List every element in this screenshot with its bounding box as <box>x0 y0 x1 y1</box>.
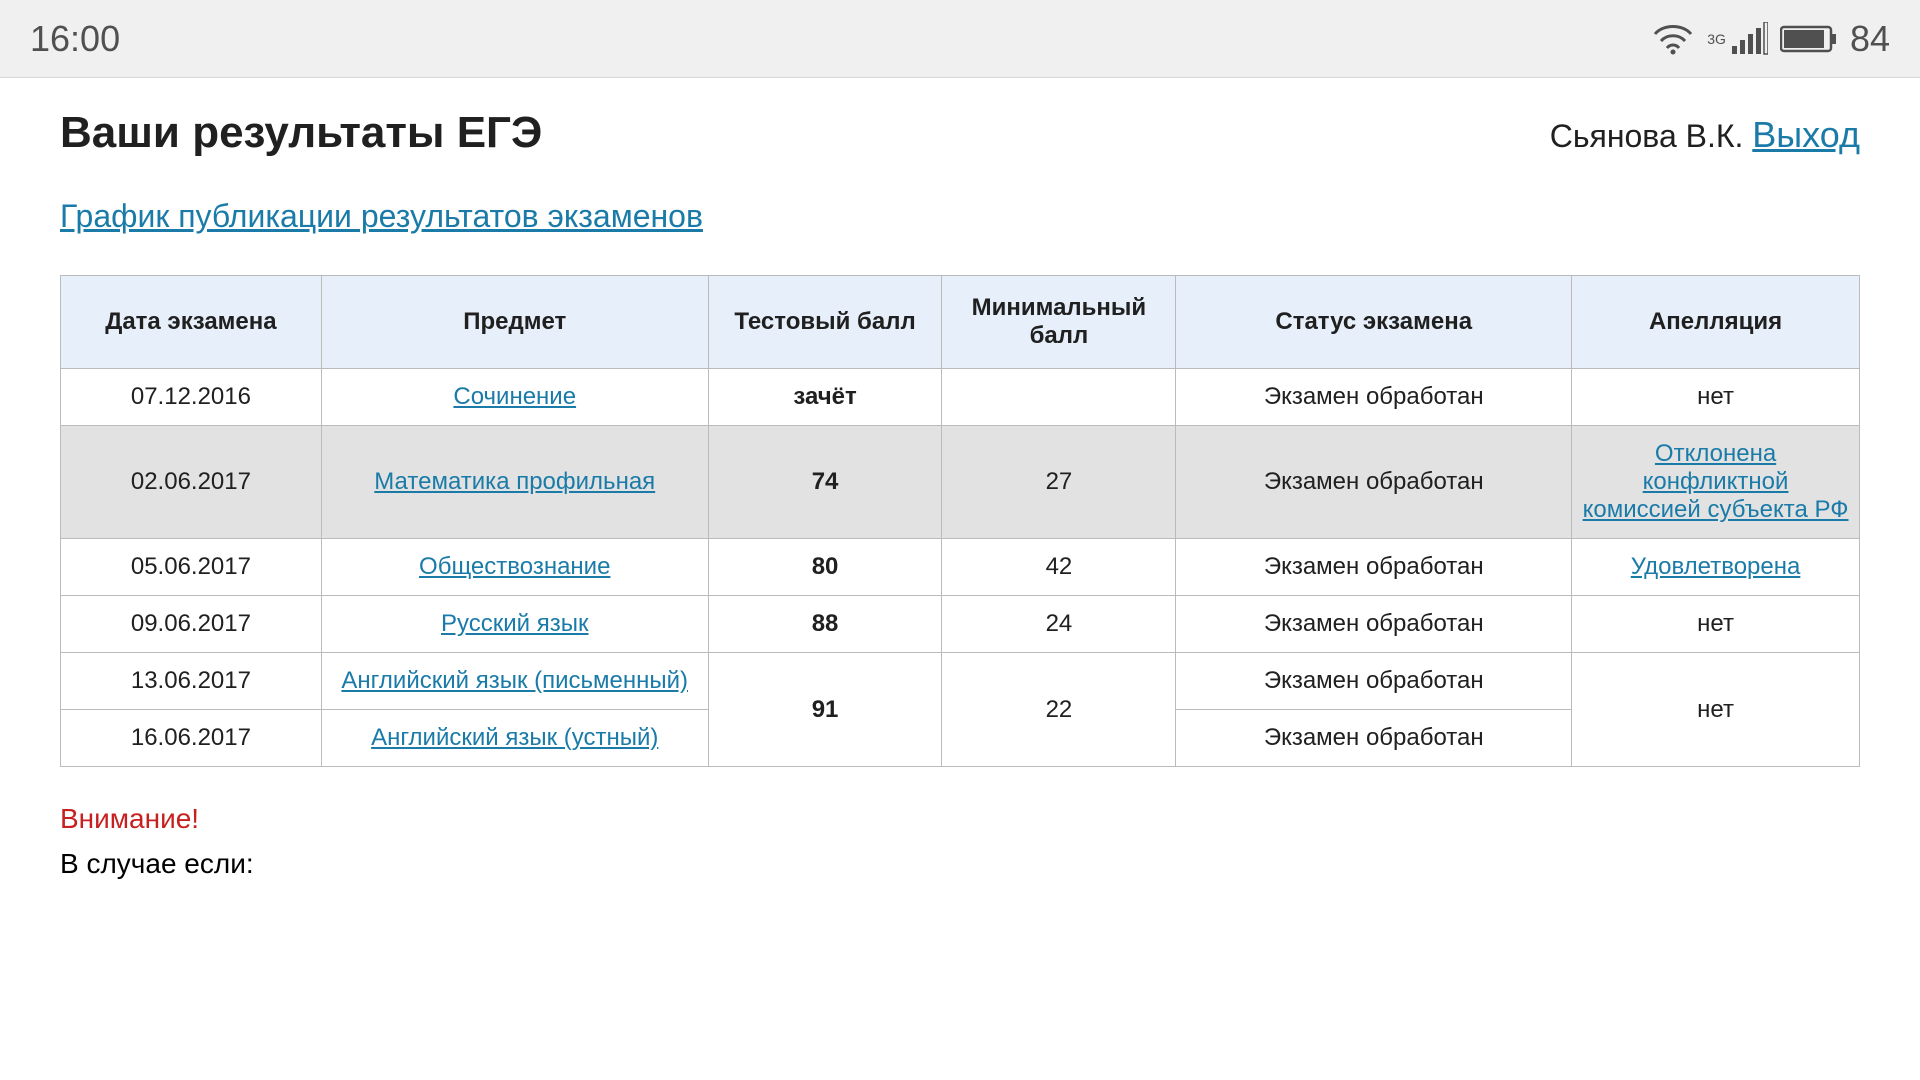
cell-appeal: Удовлетворена <box>1572 539 1860 596</box>
cell-subject: Математика профильная <box>321 426 708 539</box>
table-row: 05.06.2017 Обществознание 8042Экзамен обра… <box>61 539 1860 596</box>
wifi-icon <box>1651 22 1695 56</box>
cell-status: Экзамен обработан <box>1176 653 1572 710</box>
cell-min <box>942 369 1176 426</box>
cell-score: 91 <box>708 653 942 767</box>
status-bar: 16:00 3G 84 <box>0 0 1920 78</box>
cell-score: 74 <box>708 426 942 539</box>
results-table: Дата экзамена Предмет Тестовый балл Мини… <box>60 275 1860 767</box>
table-row: 07.12.2016 Сочинение зачёт Экзамен обработа… <box>61 369 1860 426</box>
footer-line: В случае если: <box>60 842 1860 887</box>
appeal-link[interactable]: Отклонена конфликтной комиссией субъекта… <box>1583 440 1849 523</box>
cell-score: зачёт <box>708 369 942 426</box>
table-header-row: Дата экзамена Предмет Тестовый балл Мини… <box>61 276 1860 369</box>
cell-status: Экзамен обработан <box>1176 369 1572 426</box>
page-title: Ваши результаты ЕГЭ <box>60 108 542 158</box>
cell-score: 88 <box>708 596 942 653</box>
table-row: 02.06.2017 Математика профильная 7427Экзам… <box>61 426 1860 539</box>
status-icons: 3G 84 <box>1651 18 1890 60</box>
th-appeal: Апелляция <box>1572 276 1860 369</box>
cell-status: Экзамен обработан <box>1176 539 1572 596</box>
subject-link[interactable]: Обществознание <box>419 553 610 580</box>
cell-appeal: нет <box>1572 596 1860 653</box>
main-content: Ваши результаты ЕГЭ Сьянова В.К. Выход Г… <box>0 78 1920 917</box>
cell-date: 13.06.2017 <box>61 653 322 710</box>
cell-min: 42 <box>942 539 1176 596</box>
cell-status: Экзамен обработан <box>1176 596 1572 653</box>
battery-icon <box>1780 24 1838 54</box>
cell-subject: Английский язык (письменный) <box>321 653 708 710</box>
subject-link[interactable]: Русский язык <box>441 610 588 637</box>
cell-date: 02.06.2017 <box>61 426 322 539</box>
attention-label: Внимание! <box>60 797 1860 842</box>
signal-icon <box>1732 22 1768 56</box>
th-date: Дата экзамена <box>61 276 322 369</box>
subject-link[interactable]: Сочинение <box>453 383 576 410</box>
cell-status: Экзамен обработан <box>1176 426 1572 539</box>
th-status: Статус экзамена <box>1176 276 1572 369</box>
cell-status: Экзамен обработан <box>1176 710 1572 767</box>
cell-min: 27 <box>942 426 1176 539</box>
battery-level: 84 <box>1850 18 1890 60</box>
cell-date: 16.06.2017 <box>61 710 322 767</box>
cell-subject: Русский язык <box>321 596 708 653</box>
header-row: Ваши результаты ЕГЭ Сьянова В.К. Выход <box>60 108 1860 158</box>
cell-date: 05.06.2017 <box>61 539 322 596</box>
subject-link[interactable]: Английский язык (письменный) <box>341 667 688 694</box>
table-row: 13.06.2017Английский язык (письменный)91… <box>61 653 1860 710</box>
cell-appeal: нет <box>1572 369 1860 426</box>
user-name: Сьянова В.К. <box>1550 118 1744 154</box>
cell-appeal: нет <box>1572 653 1860 767</box>
cell-score: 80 <box>708 539 942 596</box>
logout-link[interactable]: Выход <box>1752 114 1860 155</box>
subject-link[interactable]: Математика профильная <box>374 468 655 495</box>
cell-subject: Сочинение <box>321 369 708 426</box>
user-block: Сьянова В.К. Выход <box>1550 114 1860 156</box>
table-row: 09.06.2017 Русский язык 8824Экзамен обрабо… <box>61 596 1860 653</box>
clock: 16:00 <box>30 18 120 60</box>
network-label: 3G <box>1707 31 1726 47</box>
cell-min: 24 <box>942 596 1176 653</box>
cell-date: 09.06.2017 <box>61 596 322 653</box>
cell-min: 22 <box>942 653 1176 767</box>
cell-subject: Обществознание <box>321 539 708 596</box>
cell-date: 07.12.2016 <box>61 369 322 426</box>
th-min: Минимальный балл <box>942 276 1176 369</box>
subject-link[interactable]: Английский язык (устный) <box>371 724 658 751</box>
cell-appeal: Отклонена конфликтной комиссией субъекта… <box>1572 426 1860 539</box>
cell-subject: Английский язык (устный) <box>321 710 708 767</box>
appeal-link[interactable]: Удовлетворена <box>1631 553 1801 580</box>
th-subject: Предмет <box>321 276 708 369</box>
th-score: Тестовый балл <box>708 276 942 369</box>
footer-note: Внимание! В случае если: <box>60 797 1860 887</box>
schedule-link[interactable]: График публикации результатов экзаменов <box>60 198 703 235</box>
